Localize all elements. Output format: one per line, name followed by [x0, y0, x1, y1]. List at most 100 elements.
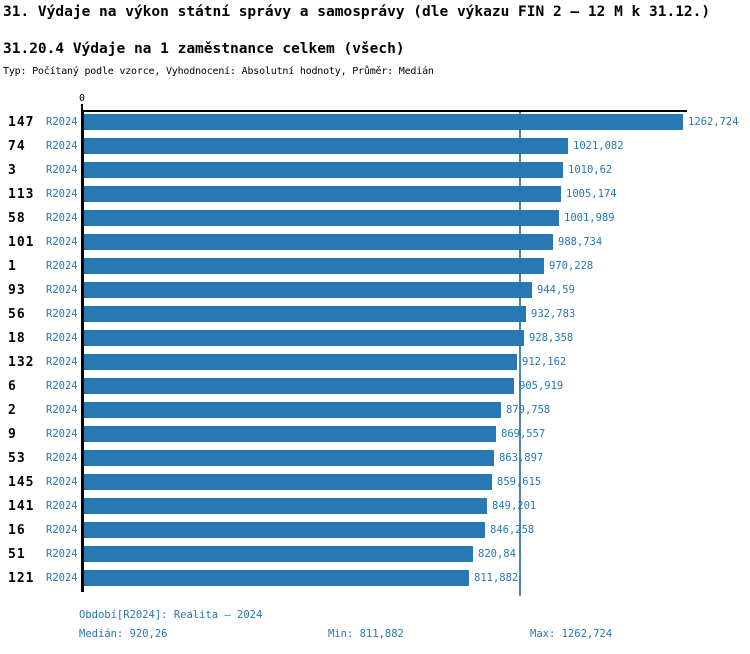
bar-value-label: 1021,082 [573, 140, 624, 152]
row-period-label: R2024 [46, 428, 78, 440]
footer-min-label: Min: 811,882 [328, 628, 404, 640]
bar [84, 522, 485, 538]
row-period-label: R2024 [46, 188, 78, 200]
chart-row: 56 R2024 932,783 [0, 304, 750, 328]
chart-row: 9 R2024 869,557 [0, 424, 750, 448]
row-id-label: 2 [8, 403, 17, 418]
chart-row: 147 R2024 1262,724 [0, 112, 750, 136]
row-id-label: 74 [8, 139, 26, 154]
bar [84, 138, 568, 154]
indicator-type-line: Typ: Počítaný podle vzorce, Vyhodnocení:… [3, 66, 434, 77]
row-period-label: R2024 [46, 380, 78, 392]
bar-value-label: 928,358 [529, 332, 574, 344]
row-id-label: 132 [8, 355, 35, 370]
bar [84, 114, 683, 130]
footer-period-label: Období[R2024]: Realita – 2024 [79, 609, 263, 621]
row-period-label: R2024 [46, 524, 78, 536]
row-id-label: 53 [8, 451, 26, 466]
bar-value-label: 988,734 [558, 236, 603, 248]
row-id-label: 51 [8, 547, 26, 562]
bar [84, 306, 526, 322]
row-period-label: R2024 [46, 500, 78, 512]
chart-row: 58 R2024 1001,989 [0, 208, 750, 232]
chart-row: 2 R2024 879,758 [0, 400, 750, 424]
bar-value-label: 811,882 [474, 572, 519, 584]
bar [84, 354, 517, 370]
row-id-label: 16 [8, 523, 26, 538]
indicator-subtitle: 31.20.4 Výdaje na 1 zaměstnance celkem (… [3, 41, 405, 57]
chart-row: 74 R2024 1021,082 [0, 136, 750, 160]
row-id-label: 93 [8, 283, 26, 298]
bar-value-label: 1001,989 [564, 212, 615, 224]
bar-value-label: 1005,174 [566, 188, 617, 200]
bar-value-label: 905,919 [519, 380, 564, 392]
chart-row: 145 R2024 859,615 [0, 472, 750, 496]
bar-value-label: 1010,62 [568, 164, 613, 176]
row-id-label: 9 [8, 427, 17, 442]
row-period-label: R2024 [46, 548, 78, 560]
row-id-label: 121 [8, 571, 35, 586]
chart-row: 53 R2024 863,897 [0, 448, 750, 472]
bar [84, 450, 494, 466]
bar-value-label: 869,557 [501, 428, 546, 440]
row-id-label: 3 [8, 163, 17, 178]
bar [84, 282, 532, 298]
bar-value-label: 820,84 [478, 548, 516, 560]
row-period-label: R2024 [46, 404, 78, 416]
median-line [519, 112, 521, 596]
row-id-label: 56 [8, 307, 26, 322]
bar [84, 378, 514, 394]
chart-row: 3 R2024 1010,62 [0, 160, 750, 184]
row-period-label: R2024 [46, 476, 78, 488]
axis-zero-label: 0 [78, 93, 86, 104]
row-id-label: 1 [8, 259, 17, 274]
chart-row: 132 R2024 912,162 [0, 352, 750, 376]
row-period-label: R2024 [46, 164, 78, 176]
chart-row: 113 R2024 1005,174 [0, 184, 750, 208]
row-period-label: R2024 [46, 308, 78, 320]
bar [84, 570, 469, 586]
bar-value-label: 912,162 [522, 356, 567, 368]
row-id-label: 145 [8, 475, 35, 490]
axis-y-line [81, 110, 84, 592]
page-title: 31. Výdaje na výkon státní správy a samo… [3, 4, 711, 20]
bar-value-label: 859,615 [497, 476, 542, 488]
row-period-label: R2024 [46, 140, 78, 152]
row-id-label: 18 [8, 331, 26, 346]
bar-value-label: 863,897 [499, 452, 544, 464]
chart-row: 16 R2024 846,258 [0, 520, 750, 544]
row-period-label: R2024 [46, 332, 78, 344]
row-period-label: R2024 [46, 572, 78, 584]
bar-value-label: 849,201 [492, 500, 537, 512]
row-id-label: 113 [8, 187, 35, 202]
row-id-label: 141 [8, 499, 35, 514]
row-id-label: 6 [8, 379, 17, 394]
chart-row: 121 R2024 811,882 [0, 568, 750, 592]
chart-row: 6 R2024 905,919 [0, 376, 750, 400]
chart-row: 141 R2024 849,201 [0, 496, 750, 520]
bar [84, 210, 559, 226]
bar-value-label: 932,783 [531, 308, 576, 320]
row-period-label: R2024 [46, 356, 78, 368]
bar-value-label: 1262,724 [688, 116, 739, 128]
row-period-label: R2024 [46, 260, 78, 272]
chart-row: 101 R2024 988,734 [0, 232, 750, 256]
bar [84, 234, 553, 250]
bar [84, 162, 563, 178]
bar [84, 402, 501, 418]
bar [84, 498, 487, 514]
bar [84, 474, 492, 490]
row-id-label: 101 [8, 235, 35, 250]
chart-row: 93 R2024 944,59 [0, 280, 750, 304]
axis-tick [81, 104, 83, 111]
row-period-label: R2024 [46, 284, 78, 296]
row-id-label: 58 [8, 211, 26, 226]
bar [84, 546, 473, 562]
bar-value-label: 970,228 [549, 260, 594, 272]
bar-value-label: 846,258 [490, 524, 535, 536]
chart-row: 51 R2024 820,84 [0, 544, 750, 568]
chart-row: 18 R2024 928,358 [0, 328, 750, 352]
bar-chart: 0 147 R2024 1262,724 74 R2024 1021,082 3 R2024 1… [0, 93, 750, 596]
bar [84, 258, 544, 274]
